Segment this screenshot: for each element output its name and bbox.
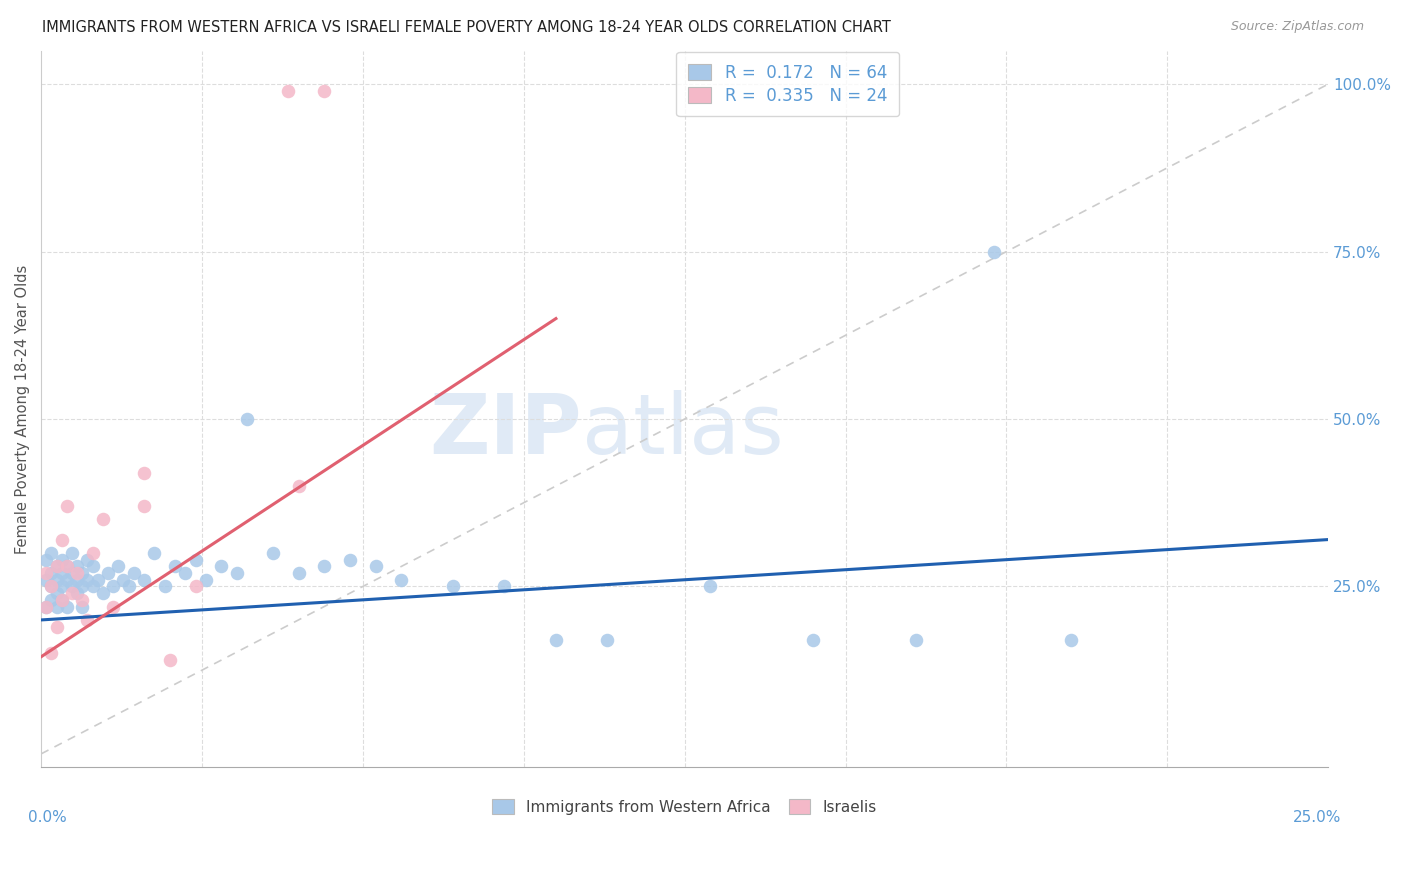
Point: [236, 412, 259, 426]
Point: [82, 546, 104, 560]
Point: [66, 586, 89, 600]
Point: [45, 559, 67, 574]
Point: [60, 579, 83, 593]
Point: [51, 566, 73, 580]
Point: [51, 533, 73, 547]
Point: [87, 573, 110, 587]
Point: [184, 552, 207, 566]
Point: [51, 592, 73, 607]
Point: [45, 559, 67, 574]
Point: [122, 566, 145, 580]
Point: [1060, 633, 1083, 648]
Point: [277, 84, 299, 98]
Point: [132, 573, 155, 587]
Point: [76, 552, 98, 566]
Point: [194, 573, 217, 587]
Point: [132, 466, 155, 480]
Point: [339, 552, 361, 566]
Point: [41, 579, 63, 593]
Point: [56, 573, 79, 587]
Point: [983, 244, 1005, 259]
Point: [153, 579, 176, 593]
Point: [66, 559, 89, 574]
Point: [72, 599, 94, 614]
Point: [35, 573, 58, 587]
Point: [60, 566, 83, 580]
Point: [35, 566, 58, 580]
Point: [56, 499, 79, 513]
Point: [35, 599, 58, 614]
Point: [159, 653, 181, 667]
Point: [76, 613, 98, 627]
Text: Source: ZipAtlas.com: Source: ZipAtlas.com: [1230, 20, 1364, 33]
Point: [209, 559, 232, 574]
Text: IMMIGRANTS FROM WESTERN AFRICA VS ISRAELI FEMALE POVERTY AMONG 18-24 YEAR OLDS C: IMMIGRANTS FROM WESTERN AFRICA VS ISRAEL…: [42, 20, 891, 35]
Legend: Immigrants from Western Africa, Israelis: Immigrants from Western Africa, Israelis: [484, 790, 886, 824]
Point: [82, 559, 104, 574]
Point: [184, 579, 207, 593]
Point: [107, 559, 129, 574]
Point: [66, 566, 89, 580]
Point: [76, 573, 98, 587]
Point: [112, 573, 135, 587]
Text: 0.0%: 0.0%: [28, 810, 67, 825]
Point: [35, 552, 58, 566]
Point: [596, 633, 619, 648]
Point: [72, 579, 94, 593]
Point: [287, 479, 309, 493]
Point: [41, 647, 63, 661]
Point: [51, 592, 73, 607]
Point: [103, 579, 125, 593]
Point: [35, 599, 58, 614]
Point: [51, 552, 73, 566]
Point: [51, 579, 73, 593]
Point: [72, 566, 94, 580]
Point: [441, 579, 464, 593]
Point: [91, 586, 114, 600]
Point: [56, 599, 79, 614]
Point: [45, 599, 67, 614]
Point: [314, 559, 336, 574]
Point: [314, 84, 336, 98]
Point: [103, 599, 125, 614]
Point: [364, 559, 387, 574]
Point: [225, 566, 247, 580]
Point: [56, 559, 79, 574]
Point: [66, 573, 89, 587]
Text: atlas: atlas: [582, 390, 783, 471]
Text: ZIP: ZIP: [429, 390, 582, 471]
Point: [60, 586, 83, 600]
Point: [41, 592, 63, 607]
Point: [801, 633, 824, 648]
Point: [699, 579, 721, 593]
Point: [132, 499, 155, 513]
Point: [905, 633, 928, 648]
Point: [494, 579, 516, 593]
Y-axis label: Female Poverty Among 18-24 Year Olds: Female Poverty Among 18-24 Year Olds: [15, 264, 30, 554]
Point: [163, 559, 186, 574]
Point: [41, 579, 63, 593]
Point: [41, 566, 63, 580]
Point: [544, 633, 567, 648]
Point: [45, 620, 67, 634]
Point: [97, 566, 120, 580]
Point: [82, 579, 104, 593]
Point: [56, 559, 79, 574]
Point: [60, 546, 83, 560]
Point: [45, 573, 67, 587]
Text: 25.0%: 25.0%: [1292, 810, 1341, 825]
Point: [174, 566, 197, 580]
Point: [45, 586, 67, 600]
Point: [41, 546, 63, 560]
Point: [287, 566, 309, 580]
Point: [143, 546, 166, 560]
Point: [117, 579, 139, 593]
Point: [262, 546, 284, 560]
Point: [72, 592, 94, 607]
Point: [391, 573, 413, 587]
Point: [91, 512, 114, 526]
